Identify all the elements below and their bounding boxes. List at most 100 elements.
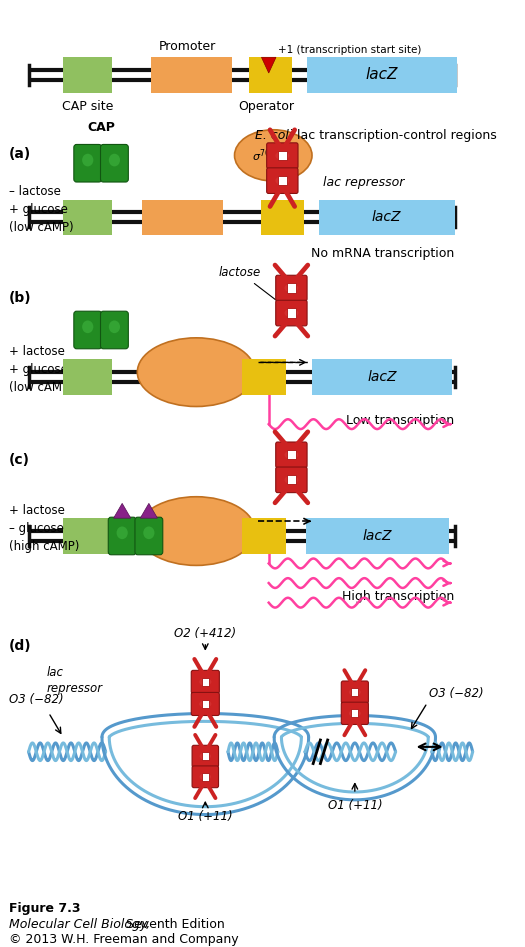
Bar — [62, 360, 112, 395]
Text: Low transcription: Low transcription — [346, 415, 455, 427]
Text: (c): (c) — [8, 453, 29, 467]
Bar — [306, 518, 449, 554]
FancyBboxPatch shape — [100, 145, 128, 182]
Text: – lactose
+ glucose
(low cAMP): – lactose + glucose (low cAMP) — [8, 185, 74, 234]
Bar — [243, 360, 286, 395]
Polygon shape — [140, 504, 158, 518]
Bar — [202, 753, 209, 760]
FancyBboxPatch shape — [100, 312, 128, 348]
Bar — [307, 58, 457, 93]
FancyBboxPatch shape — [74, 312, 102, 348]
FancyBboxPatch shape — [74, 145, 102, 182]
Text: E. coli: E. coli — [255, 129, 292, 142]
Ellipse shape — [200, 753, 211, 759]
Polygon shape — [261, 58, 276, 73]
Ellipse shape — [109, 153, 120, 167]
Text: lacZ: lacZ — [368, 370, 397, 384]
FancyBboxPatch shape — [191, 670, 219, 693]
Text: Molecular Cell Biology,: Molecular Cell Biology, — [8, 918, 150, 931]
Text: Seventh Edition: Seventh Edition — [122, 918, 225, 931]
Ellipse shape — [199, 678, 212, 686]
Text: $\sigma^{70}$-Pol: $\sigma^{70}$-Pol — [252, 147, 295, 164]
Text: O1 (+11): O1 (+11) — [328, 799, 382, 812]
FancyBboxPatch shape — [276, 442, 307, 468]
Text: O3 (−82): O3 (−82) — [429, 687, 484, 700]
Ellipse shape — [276, 176, 289, 185]
Text: No mRNA transcription: No mRNA transcription — [311, 246, 455, 259]
FancyBboxPatch shape — [267, 143, 298, 169]
Text: O3 (−82): O3 (−82) — [8, 692, 64, 706]
Ellipse shape — [285, 475, 298, 484]
Bar — [202, 700, 209, 708]
Text: lac transcription-control regions: lac transcription-control regions — [293, 129, 497, 142]
Text: High transcription: High transcription — [342, 590, 455, 603]
Text: (a): (a) — [8, 147, 31, 161]
Ellipse shape — [138, 338, 255, 406]
FancyBboxPatch shape — [276, 467, 307, 492]
FancyBboxPatch shape — [267, 168, 298, 193]
Bar — [287, 309, 296, 317]
Polygon shape — [113, 504, 131, 518]
Bar — [351, 688, 359, 696]
Text: O2 (+412): O2 (+412) — [174, 627, 236, 640]
Text: O1 (+11): O1 (+11) — [178, 810, 233, 823]
Ellipse shape — [82, 153, 93, 167]
Ellipse shape — [138, 497, 255, 565]
Bar — [260, 200, 304, 235]
Text: lac repressor: lac repressor — [323, 176, 404, 189]
Ellipse shape — [349, 688, 361, 696]
Bar — [312, 360, 452, 395]
Bar — [243, 518, 286, 554]
Ellipse shape — [117, 527, 128, 539]
Bar — [202, 678, 209, 686]
Text: lacZ: lacZ — [366, 67, 398, 82]
Ellipse shape — [82, 320, 93, 333]
FancyBboxPatch shape — [108, 517, 136, 555]
Bar — [287, 475, 296, 485]
Text: Figure 7.3: Figure 7.3 — [8, 902, 80, 915]
Ellipse shape — [235, 130, 312, 181]
Text: + lactose
+ glucose
(low cAMP): + lactose + glucose (low cAMP) — [8, 345, 74, 394]
Text: +1 (transcription start site): +1 (transcription start site) — [278, 45, 421, 55]
Text: lacZ: lacZ — [372, 210, 401, 224]
Bar — [319, 200, 455, 235]
FancyBboxPatch shape — [341, 681, 369, 704]
Text: cAMP: cAMP — [196, 500, 228, 513]
Text: lactose: lactose — [219, 266, 278, 302]
Ellipse shape — [285, 451, 298, 459]
Ellipse shape — [349, 709, 361, 717]
Ellipse shape — [143, 527, 154, 539]
FancyBboxPatch shape — [276, 300, 307, 326]
Bar — [62, 58, 112, 93]
Ellipse shape — [199, 700, 212, 707]
Bar — [62, 200, 112, 235]
Bar — [202, 773, 209, 780]
Text: (d): (d) — [8, 639, 32, 653]
Text: CAP site: CAP site — [62, 100, 113, 114]
FancyBboxPatch shape — [191, 692, 219, 716]
Ellipse shape — [276, 152, 289, 160]
Text: (b): (b) — [8, 291, 32, 305]
Ellipse shape — [200, 773, 211, 780]
Bar — [287, 450, 296, 459]
Text: CAP: CAP — [87, 121, 115, 134]
Text: lacZ: lacZ — [363, 529, 392, 543]
FancyBboxPatch shape — [192, 766, 218, 788]
Text: Promoter: Promoter — [159, 41, 216, 53]
FancyBboxPatch shape — [192, 745, 218, 767]
Text: Operator: Operator — [238, 100, 294, 114]
Text: + lactose
– glucose
(high cAMP): + lactose – glucose (high cAMP) — [8, 504, 79, 553]
Bar — [351, 709, 359, 717]
Bar — [62, 518, 112, 554]
Bar — [249, 58, 292, 93]
Text: © 2013 W.H. Freeman and Company: © 2013 W.H. Freeman and Company — [8, 933, 238, 946]
Ellipse shape — [285, 309, 298, 317]
Ellipse shape — [109, 320, 120, 333]
FancyBboxPatch shape — [276, 276, 307, 301]
FancyBboxPatch shape — [135, 517, 163, 555]
FancyBboxPatch shape — [341, 702, 369, 724]
Ellipse shape — [285, 284, 298, 293]
Text: lac
repressor: lac repressor — [47, 667, 103, 695]
Bar — [278, 176, 287, 186]
Bar — [278, 152, 287, 160]
